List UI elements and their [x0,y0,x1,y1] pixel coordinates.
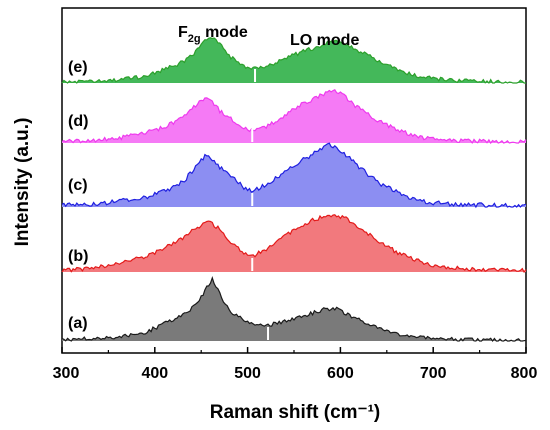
x-tick-label-600: 600 [327,365,354,382]
x-axis-title: Raman shift (cm⁻¹) [210,402,381,423]
f2g-rest: mode [201,24,248,41]
series-line-d [61,89,527,145]
series-layer [61,37,527,343]
f2g-main: F [178,24,188,41]
series-line-b [61,214,527,274]
x-tick-label-700: 700 [420,365,447,382]
series-area-d [62,89,526,143]
series-line-c [61,142,527,209]
series-line-a [61,276,527,343]
x-axis-title-unit: (cm⁻¹) [324,402,380,423]
f2g-mode-annotation: F2g mode [178,24,248,45]
series-area-b [62,214,526,272]
panel-label-a: (a) [68,315,88,332]
x-tick-label-300: 300 [53,365,80,382]
panel-label-e: (e) [68,59,88,76]
series-area-a [62,277,526,341]
series-area-e [62,37,526,83]
panel-label-b: (b) [68,248,88,265]
panel-label-c: (c) [68,177,88,194]
lo-mode-annotation: LO mode [290,32,359,49]
x-axis-title-text: Raman shift [210,402,319,423]
y-axis-title: Intensity (a.u.) [12,118,33,247]
x-tick-label-800: 800 [511,365,538,382]
x-axis-ticks: 300 400 500 600 700 800 [53,347,538,382]
x-tick-label-500: 500 [234,365,261,382]
panel-label-d: (d) [68,113,88,130]
f2g-subscript: 2g [188,33,201,45]
series-area-c [62,143,526,207]
panel-labels: (e) (d) (c) (b) (a) [68,59,88,332]
series-line-e [61,37,526,85]
x-tick-label-400: 400 [141,365,168,382]
